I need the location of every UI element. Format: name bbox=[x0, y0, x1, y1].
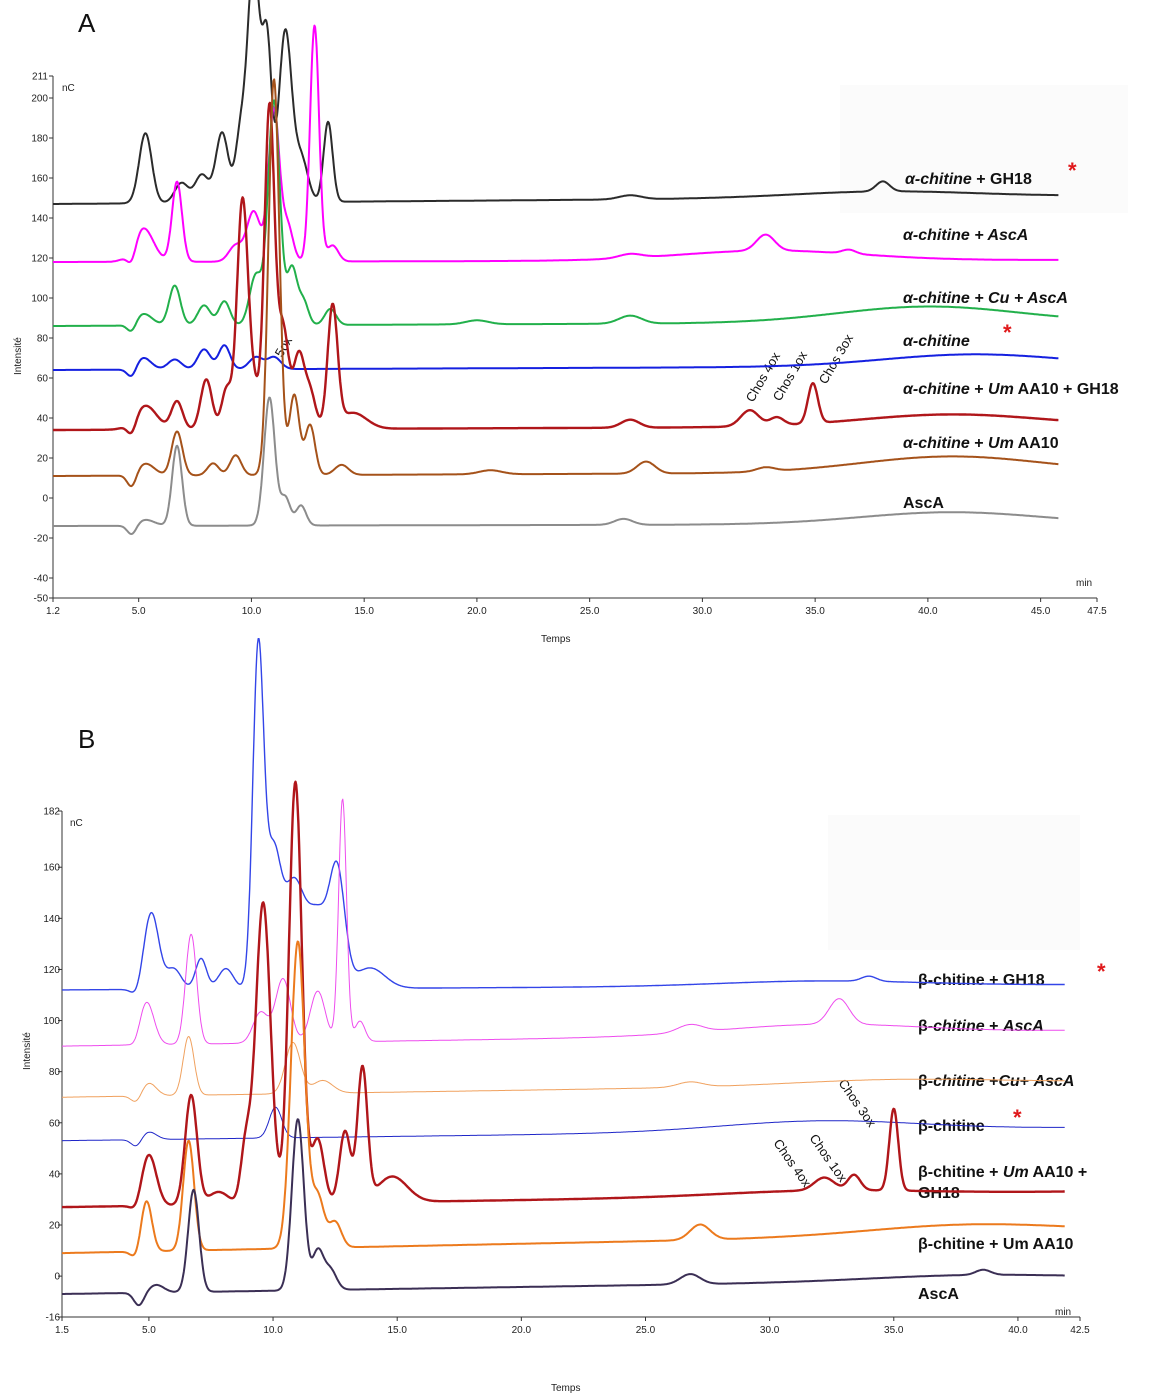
panel-a-x-tick-label: 1.2 bbox=[46, 606, 60, 617]
panel-a-trace-chitine-asca bbox=[52, 24, 1059, 264]
panel-a-x-tick-label: 5.0 bbox=[132, 606, 146, 617]
label-b-asca: AscA bbox=[918, 1286, 959, 1303]
panel-b-y-tick-label: 0 bbox=[54, 1272, 60, 1283]
panel-a-x-tick-label: 15.0 bbox=[354, 606, 374, 617]
panel-a-x-tick-label: 20.0 bbox=[467, 606, 487, 617]
panel-b-y-tick-label: 40 bbox=[49, 1169, 61, 1180]
panel-a-y-tick-label: 0 bbox=[42, 494, 48, 505]
panel-b-x-tick-label: 15.0 bbox=[387, 1325, 407, 1336]
label-b-beta-gh18: β-chitine + GH18 bbox=[918, 972, 1045, 989]
label-b-beta: β-chitine bbox=[918, 1118, 985, 1135]
panel-a-y-tick-label: 100 bbox=[31, 294, 48, 305]
annotation-b-chos-4ox: Chos 4ox bbox=[771, 1136, 815, 1190]
panel-a-y-tick-label: 180 bbox=[31, 134, 48, 145]
label-a-alpha-umaa10-gh18: α-chitine + Um AA10 + GH18 bbox=[903, 381, 1119, 398]
panel-a-y-tick-label: 120 bbox=[31, 254, 48, 265]
panel-a-x-tick-label: 45.0 bbox=[1031, 606, 1051, 617]
watermark-box-a bbox=[840, 85, 1128, 213]
star-b-gh18: * bbox=[1097, 959, 1106, 984]
panel-a-y-tick-label: -40 bbox=[34, 574, 49, 585]
label-b-beta-umaa10: β-chitine + Um AA10 bbox=[918, 1236, 1074, 1253]
panel-a-y-tick-label: 60 bbox=[37, 374, 49, 385]
chart-elements: 211200180160140120100806040200-20-40-501… bbox=[31, 0, 1107, 1336]
panel-a-trace-chitine-um-aa10-gh18 bbox=[52, 101, 1059, 435]
panel-b-trace-chitine-cu-asca bbox=[62, 1036, 1065, 1102]
label-b-beta-umaa10-gh18-line2: GH18 bbox=[918, 1185, 960, 1202]
annotation-a-chos-3ox: Chos 3ox bbox=[816, 331, 857, 386]
label-a-alpha: α-chitine bbox=[903, 333, 970, 350]
panel-b-y-unit: nC bbox=[70, 818, 83, 829]
panel-a-trace-asca bbox=[52, 396, 1059, 535]
label-b-beta-asca: β-chitine + AscA bbox=[918, 1018, 1044, 1035]
label-a-alpha-cu-asca: α-chitine + Cu + AscA bbox=[903, 290, 1068, 307]
panel-a-y-tick-label: 211 bbox=[32, 72, 48, 83]
panel-b-y-tick-label: 60 bbox=[49, 1118, 61, 1129]
panel-a-y-tick-label: 40 bbox=[37, 414, 49, 425]
panel-a-x-tick-label: 10.0 bbox=[242, 606, 262, 617]
panel-b-letter: B bbox=[78, 724, 95, 754]
panel-a-y-tick-label: -50 bbox=[34, 594, 49, 605]
panel-a-y-tick-label: 200 bbox=[31, 94, 48, 105]
panel-b-y-tick-label: 120 bbox=[43, 965, 60, 976]
annotation-b-chos-1ox: Chos 1ox bbox=[807, 1131, 851, 1185]
panel-a-x-tick-label: 47.5 bbox=[1087, 606, 1107, 617]
panel-b-trace-chitine bbox=[62, 1106, 1065, 1147]
panel-a-letter: A bbox=[78, 8, 96, 38]
label-a-alpha-asca: α-chitine + AscA bbox=[903, 227, 1028, 244]
panel-b-x-tick-label: 35.0 bbox=[884, 1325, 904, 1336]
panel-a-y-tick-label: 140 bbox=[31, 214, 48, 225]
panel-a-x-axis-label: Temps bbox=[541, 634, 570, 645]
panel-b-x-tick-label: 1.5 bbox=[55, 1325, 69, 1336]
panel-b-x-tick-label: 20.0 bbox=[512, 1325, 532, 1336]
panel-a-x-tick-label: 30.0 bbox=[693, 606, 713, 617]
panel-b-y-axis-label: Intensité bbox=[22, 1032, 33, 1070]
panel-a-y-unit: nC bbox=[62, 83, 75, 94]
panel-a-trace-chitine-cu-asca bbox=[52, 99, 1059, 332]
panel-a-x-tick-label: 35.0 bbox=[805, 606, 825, 617]
label-a-alpha-gh18: α-chitine + GH18 bbox=[905, 171, 1032, 188]
panel-b-y-tick-label: 80 bbox=[49, 1067, 61, 1078]
panel-b-trace-asca bbox=[61, 1118, 1065, 1307]
panel-a-trace-chitine-gh18 bbox=[52, 0, 1059, 205]
panel-b-trace-chitine-um-aa10-gh18 bbox=[61, 780, 1066, 1209]
panel-a-y-axis-label: Intensité bbox=[13, 337, 24, 375]
panel-b-trace-chitine-asca bbox=[62, 798, 1065, 1047]
panel-b-x-tick-label: 5.0 bbox=[142, 1325, 156, 1336]
panel-b-y-tick-label: 182 bbox=[43, 807, 60, 818]
label-b-beta-umaa10-gh18-line1: β-chitine + Um AA10 + bbox=[918, 1164, 1087, 1181]
panel-a-y-tick-label: 20 bbox=[37, 454, 49, 465]
star-b-beta: * bbox=[1013, 1105, 1022, 1130]
panel-a-y-tick-label: 160 bbox=[31, 174, 48, 185]
panel-b-x-axis-label: Temps bbox=[551, 1383, 580, 1394]
panel-a-x-tick-label: 25.0 bbox=[580, 606, 600, 617]
label-a-alpha-umaa10: α-chitine + Um AA10 bbox=[903, 435, 1059, 452]
panel-b-x-tick-label: 42.5 bbox=[1070, 1325, 1090, 1336]
panel-a-x-tick-label: 40.0 bbox=[918, 606, 938, 617]
annotation-b-chos-3ox: Chos 3ox bbox=[836, 1076, 880, 1130]
panel-b-y-tick-label: 100 bbox=[43, 1016, 60, 1027]
label-a-asca: AscA bbox=[903, 495, 944, 512]
panel-b-x-tick-label: 10.0 bbox=[263, 1325, 283, 1336]
panel-b-y-tick-label: 160 bbox=[43, 863, 60, 874]
panel-a-trace-chitine-um-aa10 bbox=[52, 78, 1059, 488]
panel-b-x-tick-label: 40.0 bbox=[1008, 1325, 1028, 1336]
panel-b-trace-chitine-gh18 bbox=[62, 638, 1065, 993]
panel-a-y-tick-label: 80 bbox=[37, 334, 49, 345]
panel-b-x-unit: min bbox=[1055, 1307, 1071, 1318]
panel-b-trace-chitine-um-aa10 bbox=[61, 940, 1065, 1257]
star-a-alpha: * bbox=[1003, 320, 1012, 345]
panel-b-y-tick-label: -16 bbox=[46, 1313, 61, 1324]
panel-b-y-tick-label: 20 bbox=[49, 1221, 61, 1232]
panel-b-y-tick-label: 140 bbox=[43, 914, 60, 925]
watermark-box-b bbox=[828, 815, 1080, 950]
panel-b-x-tick-label: 25.0 bbox=[636, 1325, 656, 1336]
label-b-beta-cu-asca: β-chitine +Cu+ AscA bbox=[918, 1073, 1074, 1090]
star-a-gh18: * bbox=[1068, 158, 1077, 183]
panel-a-x-unit: min bbox=[1076, 578, 1092, 589]
panel-a-y-tick-label: -20 bbox=[34, 534, 49, 545]
panel-b-x-tick-label: 30.0 bbox=[760, 1325, 780, 1336]
panel-a-trace-chitine bbox=[52, 344, 1059, 377]
